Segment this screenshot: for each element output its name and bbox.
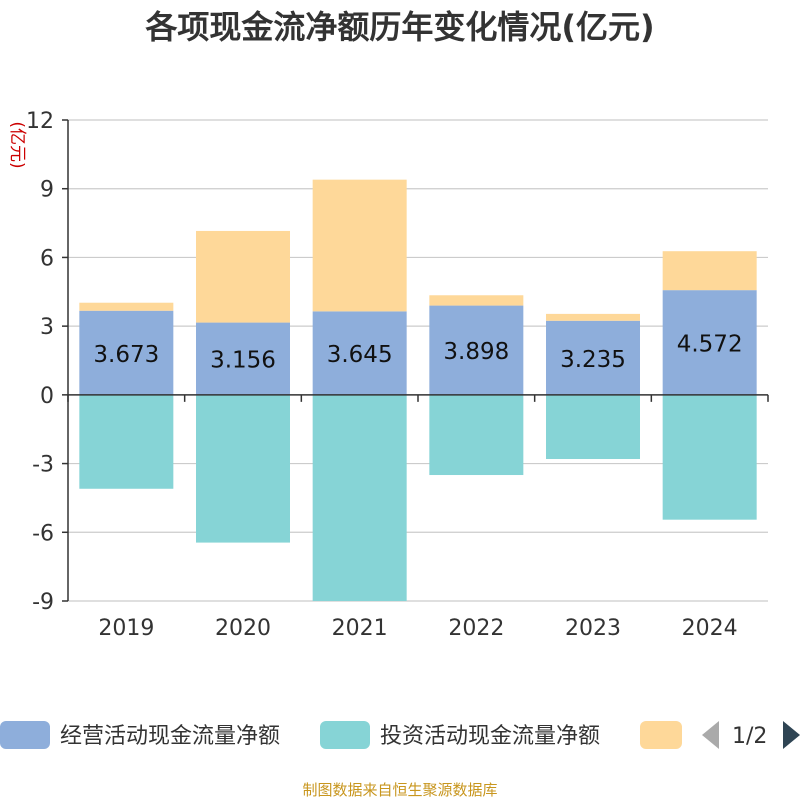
legend-label-investing: 投资活动现金流量净额 — [380, 724, 600, 749]
bar-series1-2024 — [662, 394, 757, 520]
y-tick-label: -3 — [32, 453, 54, 478]
y-tick-label: -9 — [32, 590, 54, 615]
bar-series0-2023 — [546, 320, 640, 395]
x-tick-label: 2020 — [215, 616, 271, 641]
bar-series2-2019 — [79, 302, 174, 311]
bar-series1-2022 — [429, 394, 524, 476]
y-tick-label: 6 — [40, 246, 54, 271]
bar-series2-2020 — [196, 230, 290, 323]
x-tick-label: 2023 — [565, 616, 621, 641]
data-label-2022: 3.898 — [443, 339, 509, 365]
legend-item-operating[interactable]: 经营活动现金流量净额 — [0, 721, 280, 749]
data-label-2021: 3.645 — [327, 342, 393, 368]
legend-swatch-investing — [320, 721, 370, 749]
x-tick-label: 2024 — [682, 616, 738, 641]
legend-swatch-financing — [640, 721, 682, 749]
bar-series0-2022 — [429, 305, 524, 395]
data-label-2023: 3.235 — [560, 347, 626, 373]
bar-series2-2024 — [662, 251, 757, 291]
bar-series1-2021 — [312, 394, 407, 601]
legend: 经营活动现金流量净额 投资活动现金流量净额 1/2 — [0, 721, 800, 749]
y-axis-unit-label: (亿元) — [7, 121, 27, 168]
data-label-2024: 4.572 — [677, 331, 743, 357]
data-label-2019: 3.673 — [93, 342, 159, 368]
axes: -9 -6 -3 0 3 6 9 12 2019 2020 2021 2022 2023 2024 — [26, 109, 769, 641]
x-tick-label: 2019 — [98, 616, 154, 641]
triangle-left-icon[interactable] — [702, 721, 719, 749]
bar-series0-2024 — [662, 290, 757, 395]
legend-item-investing[interactable]: 投资活动现金流量净额 — [320, 721, 600, 749]
bar-series1-2019 — [79, 394, 174, 489]
bar-series2-2023 — [546, 313, 640, 321]
legend-page-indicator: 1/2 — [732, 724, 767, 749]
y-tick-label: 9 — [40, 178, 54, 203]
bar-series2-2022 — [429, 295, 524, 306]
y-tick-label: 3 — [40, 315, 54, 340]
bar-series1-2023 — [546, 394, 640, 459]
x-tick-label: 2022 — [448, 616, 504, 641]
y-tick-label: 0 — [40, 384, 54, 409]
legend-label-operating: 经营活动现金流量净额 — [60, 724, 280, 749]
chart-title: 各项现金流净额历年变化情况(亿元) — [145, 8, 654, 46]
bars — [79, 179, 757, 601]
bar-series0-2020 — [196, 322, 290, 395]
bar-series2-2021 — [312, 179, 407, 312]
legend-item-financing[interactable] — [640, 721, 682, 749]
y-tick-label: 12 — [26, 109, 54, 134]
bar-series0-2021 — [312, 311, 407, 395]
triangle-right-icon[interactable] — [783, 721, 800, 749]
grid-lines — [68, 119, 768, 602]
data-labels: 3.673 3.156 3.645 3.898 3.235 4.572 — [93, 331, 742, 373]
source-note: 制图数据来自恒生聚源数据库 — [302, 781, 497, 799]
bar-series1-2020 — [196, 394, 290, 543]
bar-series0-2019 — [79, 310, 174, 395]
x-tick-label: 2021 — [332, 616, 388, 641]
legend-swatch-operating — [0, 721, 50, 749]
y-tick-label: -6 — [32, 521, 54, 546]
data-label-2020: 3.156 — [210, 348, 276, 374]
